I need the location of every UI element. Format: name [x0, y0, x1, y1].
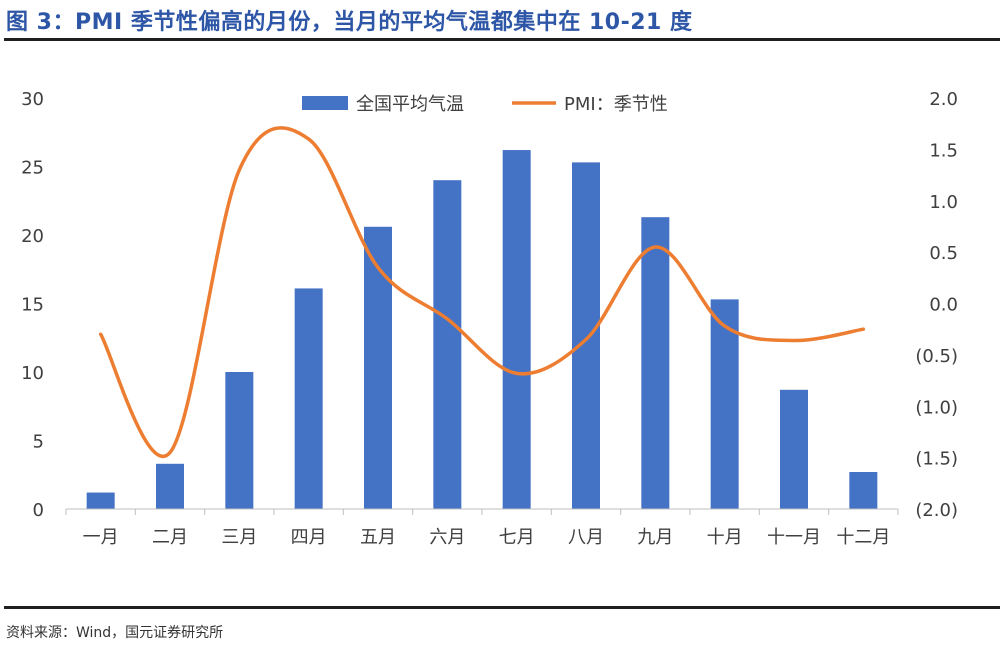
y-right-tick-label: 1.5 [929, 140, 958, 161]
bar-1 [86, 492, 115, 509]
x-tick-label: 一月 [83, 527, 119, 548]
x-tick-label: 五月 [360, 527, 396, 548]
y-axis-left: 0 5 10 15 20 25 30 [21, 89, 44, 521]
y-axis-right: 2.0 1.5 1.0 0.5 0.0 (0.5) (1.0) (1.5) (2.0) [915, 89, 958, 521]
x-tick-label: 十一月 [767, 527, 821, 548]
legend-line-label: PMI：季节性 [564, 94, 668, 115]
bar-11 [780, 389, 808, 509]
pmi-line [98, 126, 866, 458]
y-right-tick-label: 0.5 [929, 243, 958, 264]
figure-title: 图 3：PMI 季节性偏高的月份，当月的平均气温都集中在 10-21 度 [6, 10, 693, 35]
y-right-tick-label: (0.5) [915, 346, 958, 367]
y-left-tick-label: 0 [33, 500, 44, 521]
title-divider [4, 38, 1000, 41]
x-tick-label: 七月 [499, 527, 535, 548]
bar-6 [433, 180, 462, 509]
chart-area: 一月 二月 三月 四月 五月 六月 七月 八月 九月 十月 十一月 十二月 051015202530 … [21, 89, 958, 548]
legend-bar-label: 全国平均气温 [356, 94, 464, 115]
y-right-tick-label: (1.5) [915, 449, 958, 470]
x-tick-label: 四月 [291, 527, 327, 548]
y-right-tick-label: 1.0 [929, 192, 958, 213]
y-right-tick-label: (1.0) [915, 397, 958, 418]
bar-5 [364, 226, 392, 509]
x-tick-label: 六月 [429, 527, 465, 548]
x-tick-label: 十二月 [836, 527, 890, 548]
x-tick-label: 十月 [707, 527, 743, 548]
legend-bar-swatch [302, 96, 348, 110]
bar-8 [572, 162, 600, 509]
y-right-tick-label: 2.0 [929, 89, 958, 110]
x-tick-label: 九月 [637, 527, 673, 548]
bar-7 [502, 150, 531, 509]
y-right-tick-label: (2.0) [915, 500, 958, 521]
x-tick-label: 三月 [221, 527, 257, 548]
y-right-tick-label: 0.0 [929, 295, 958, 316]
bar-9 [641, 217, 670, 509]
bar-series [86, 150, 878, 509]
x-tick-label: 二月 [152, 527, 188, 548]
bar-3 [225, 372, 254, 509]
y-left-tick-label: 15 [21, 295, 44, 316]
legend: 全国平均气温 PMI：季节性 [302, 94, 668, 115]
y-left-tick-label: 5 [33, 432, 44, 453]
y-left-tick-label: 30 [21, 89, 44, 110]
source-note: 资料来源：Wind，国元证券研究所 [6, 625, 224, 641]
y-left-tick-label: 20 [21, 226, 44, 247]
source-divider [4, 606, 1000, 609]
bar-2 [156, 463, 184, 509]
y-left-tick-label: 10 [21, 363, 44, 384]
x-tick-label: 八月 [568, 527, 604, 548]
bar-12 [849, 472, 878, 509]
y-left-tick-label: 25 [21, 158, 44, 179]
bar-4 [294, 288, 323, 509]
bar-10 [710, 299, 739, 509]
x-axis-ticks: 一月 二月 三月 四月 五月 六月 七月 八月 九月 十月 十一月 十二月 [65, 509, 899, 548]
